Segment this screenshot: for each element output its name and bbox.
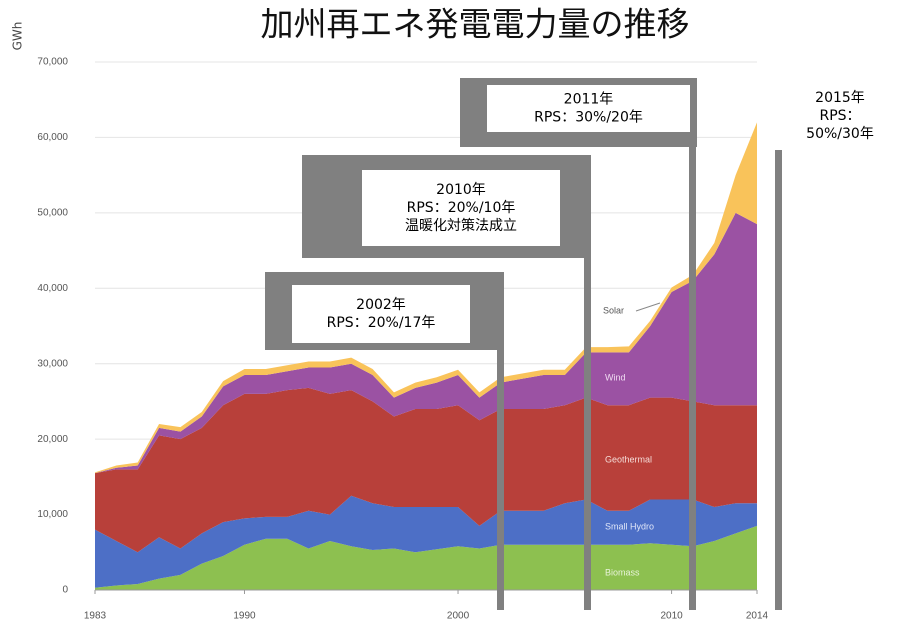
annotation-text: 2011年 (564, 92, 614, 108)
x-tick-label: 1990 (233, 611, 256, 619)
x-tick-label: 2000 (447, 611, 470, 619)
annotation-box (292, 285, 470, 343)
annotation-text: 2002年 (356, 297, 406, 313)
annotation-frame (775, 82, 782, 610)
annotation-text: 温暖化対策法成立 (405, 217, 517, 234)
annotation-text: 50%/30年 (806, 126, 874, 142)
y-tick-label: 70,000 (37, 57, 68, 68)
series-label: Biomass (605, 567, 640, 577)
series-label: Small Hydro (605, 521, 654, 531)
chart-title: 加州再エネ発電電力量の推移 (261, 5, 690, 44)
x-tick-label: 1983 (84, 611, 107, 619)
annotation-frame (689, 78, 696, 610)
y-axis-label: GWh (11, 22, 25, 51)
y-tick-label: 30,000 (37, 358, 68, 369)
y-tick-label: 50,000 (37, 207, 68, 218)
area (95, 525, 757, 590)
area (95, 495, 757, 588)
area (95, 387, 757, 553)
annotation-text: RPS： (819, 108, 860, 124)
annotation-frame (497, 272, 504, 610)
annotation-text: RPS：20%/17年 (327, 315, 436, 331)
annotation-text: RPS：30%/20年 (534, 110, 643, 126)
y-tick-label: 20,000 (37, 434, 68, 445)
annotation-text: 2015年 (815, 90, 865, 106)
y-tick-label: 60,000 (37, 132, 68, 143)
series-label: Geothermal (605, 454, 652, 464)
annotation-frame (584, 155, 591, 610)
annotation-box (487, 85, 690, 132)
y-tick-label: 0 (62, 585, 68, 596)
x-tick-label: 2014 (746, 611, 769, 619)
series-label: Wind (605, 372, 626, 382)
y-tick-label: 40,000 (37, 283, 68, 294)
series-label: Solar (603, 305, 624, 315)
y-tick-label: 10,000 (37, 509, 68, 520)
x-tick-label: 2010 (660, 611, 683, 619)
annotation-box (775, 82, 905, 150)
annotation-text: 2010年 (436, 182, 486, 198)
annotation-box (362, 170, 560, 246)
leader-line (635, 302, 661, 312)
annotation-text: RPS：20%/10年 (407, 200, 516, 216)
